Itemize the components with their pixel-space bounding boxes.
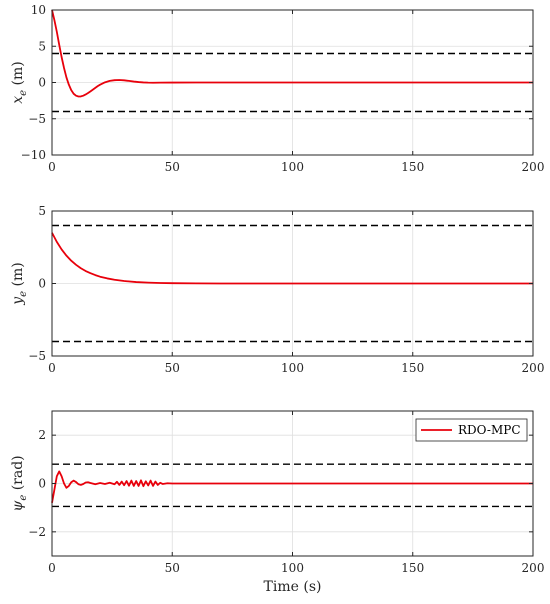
x-tick-label: 100: [281, 160, 304, 174]
x-tick-label: 50: [165, 561, 180, 575]
series-line-rdo-mpc: [51, 232, 533, 285]
x-tick-label: 50: [165, 361, 180, 375]
y-tick-label: −5: [28, 112, 46, 126]
x-tick-label: 150: [401, 561, 424, 575]
y-tick-label: −5: [28, 349, 46, 363]
y-tick-label: 0: [38, 277, 46, 291]
chart-panel-3: 0 50 100 150 200 −2 0 2 ψe (rad) Time (s) RDO-MPC: [10, 410, 545, 595]
series-line-rdo-mpc: [51, 470, 533, 503]
y-tick-label: −10: [21, 148, 46, 162]
x-tick-label: 200: [522, 561, 545, 575]
x-tick-label: 50: [165, 160, 180, 174]
x-tick-label: 0: [48, 361, 56, 375]
y-axis-label: xe (m): [10, 61, 29, 103]
x-tick-label: 0: [48, 160, 56, 174]
x-tick-label: 200: [522, 160, 545, 174]
y-tick-label: −2: [28, 525, 46, 539]
series-line-rdo-mpc: [51, 9, 533, 98]
y-axis-label: ψe (rad): [10, 455, 29, 511]
x-tick-label: 100: [281, 561, 304, 575]
y-tick-label: 2: [38, 428, 46, 442]
legend-label: RDO-MPC: [458, 423, 521, 437]
x-tick-label: 100: [281, 361, 304, 375]
y-tick-label: 0: [38, 76, 46, 90]
y-tick-label: 10: [31, 3, 46, 17]
x-tick-label: 0: [48, 561, 56, 575]
y-axis-label: ye (m): [10, 262, 29, 306]
y-tick-label: 5: [38, 39, 46, 53]
legend-box: [415, 418, 528, 442]
chart-panel-1: 0 50 100 150 200 −10 −5 0 5 10 xe (m): [10, 3, 544, 174]
x-axis-label: Time (s): [264, 579, 322, 595]
x-tick-label: 150: [401, 361, 424, 375]
legend: RDO-MPC: [415, 418, 528, 442]
y-tick-label: 5: [38, 204, 46, 218]
y-tick-label: 0: [38, 477, 46, 491]
x-tick-label: 150: [401, 160, 424, 174]
x-tick-label: 200: [522, 361, 545, 375]
